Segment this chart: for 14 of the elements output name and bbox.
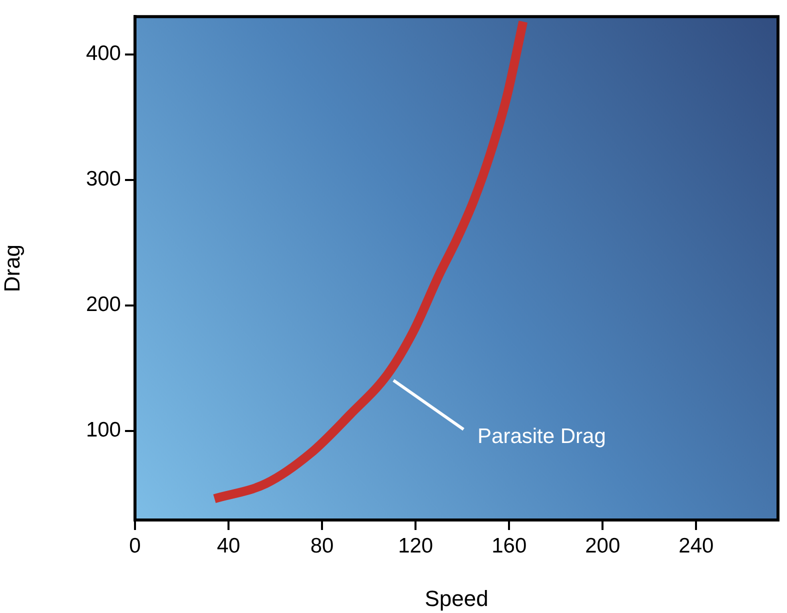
y-tick-label: 400 xyxy=(86,42,121,66)
y-axis-title: Drag xyxy=(0,244,24,292)
x-tick-label: 240 xyxy=(678,534,714,558)
x-axis-title: Speed xyxy=(424,586,488,611)
y-tick-label: 300 xyxy=(86,168,121,191)
x-tick-label: 0 xyxy=(129,534,141,558)
annotation: Parasite Drag xyxy=(478,425,606,448)
x-tick-label: 120 xyxy=(398,534,434,558)
x-tick-label: 80 xyxy=(310,534,334,558)
x-tick-label: 160 xyxy=(492,534,527,558)
x-tick-label: 40 xyxy=(216,534,240,558)
y-tick-label: 200 xyxy=(86,293,121,316)
y-tick-label: 100 xyxy=(86,418,121,442)
x-tick-label: 200 xyxy=(585,534,620,558)
